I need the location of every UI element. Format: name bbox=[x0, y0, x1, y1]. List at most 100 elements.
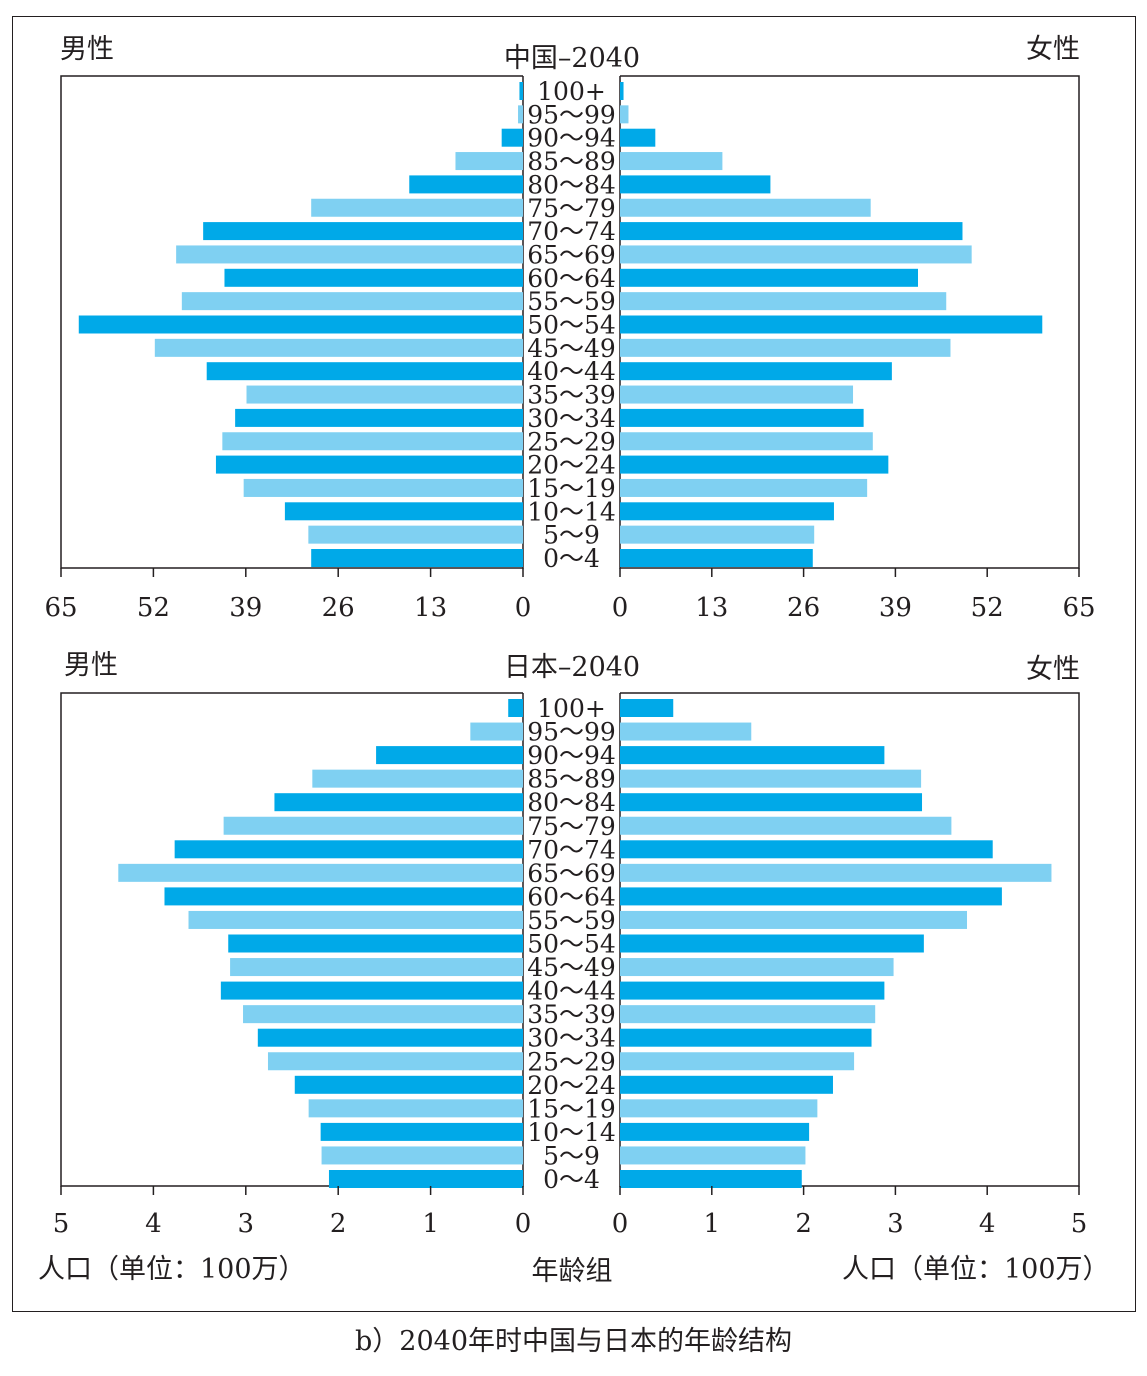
japan-female-bar bbox=[620, 816, 952, 835]
china-age-group-label: 50～54 bbox=[527, 311, 616, 340]
japan-male-bar bbox=[328, 1170, 523, 1188]
china-age-group-label: 45～49 bbox=[527, 334, 616, 363]
japan-female-tick-label: 2 bbox=[795, 1209, 812, 1239]
japan-female-bar bbox=[620, 958, 894, 977]
japan-male-bar bbox=[118, 863, 524, 882]
japan-male-bar bbox=[228, 934, 523, 953]
china-female-bar bbox=[620, 315, 1043, 334]
china-male-bar bbox=[78, 315, 524, 334]
china-age-group-label: 25～29 bbox=[527, 427, 616, 456]
japan-male-tick-label: 0 bbox=[515, 1209, 532, 1239]
japan-male-bar bbox=[174, 840, 524, 859]
china-age-group-label: 60～64 bbox=[527, 264, 616, 293]
china-age-group-label: 0～4 bbox=[543, 544, 600, 573]
japan-male-bar bbox=[320, 1122, 523, 1141]
japan-male-bar bbox=[230, 958, 524, 977]
figure-caption: b）2040年时中国与日本的年龄结构 bbox=[355, 1326, 792, 1357]
japan-female-tick-label: 0 bbox=[612, 1209, 629, 1239]
japan-male-bar bbox=[164, 887, 523, 906]
japan-male-bar bbox=[294, 1075, 523, 1094]
japan-female-bar bbox=[620, 840, 993, 859]
china-male-bar bbox=[246, 385, 523, 404]
japan-female-bar bbox=[620, 934, 924, 953]
japan-male-tick-label: 2 bbox=[330, 1209, 347, 1239]
china-age-group-label: 10～14 bbox=[527, 497, 616, 526]
china-female-bar bbox=[620, 432, 873, 451]
china-male-bar bbox=[518, 105, 523, 124]
china-female-bar bbox=[620, 385, 854, 404]
japan-male-bar bbox=[308, 1099, 523, 1118]
china-male-bar bbox=[154, 338, 523, 357]
china-male-bar bbox=[215, 455, 523, 474]
china-female-bar bbox=[620, 525, 815, 544]
china-female-bar bbox=[620, 222, 963, 241]
china-male-tick-label: 65 bbox=[44, 593, 77, 623]
japan-male-bar bbox=[220, 981, 524, 1000]
japan-female-bar bbox=[620, 769, 922, 788]
china-female-tick-label: 52 bbox=[971, 593, 1004, 623]
japan-age-group-label: 85～89 bbox=[527, 765, 616, 794]
japan-female-bar bbox=[620, 1075, 833, 1094]
china-female-bar bbox=[620, 478, 868, 497]
china-age-group-label: 65～69 bbox=[527, 240, 616, 269]
japan-male-tick-label: 4 bbox=[145, 1209, 162, 1239]
japan-female-tick-label: 3 bbox=[887, 1209, 904, 1239]
japan-female-tick-label: 5 bbox=[1071, 1209, 1088, 1239]
right-unit-label: 人口（单位：100万） bbox=[842, 1254, 1110, 1285]
china-male-bar bbox=[203, 222, 523, 241]
china-male-bar bbox=[311, 549, 523, 567]
japan-female-bar bbox=[620, 981, 885, 1000]
japan-male-tick-label: 1 bbox=[422, 1209, 439, 1239]
china-female-bar bbox=[620, 455, 889, 474]
china-female-bar bbox=[620, 128, 656, 147]
china-male-bar bbox=[311, 198, 523, 217]
china-female-tick-label: 39 bbox=[879, 593, 912, 623]
japan-male-bar bbox=[188, 910, 523, 929]
china-age-group-label: 35～39 bbox=[527, 381, 616, 410]
china-male-bar bbox=[206, 362, 523, 381]
china-female-bar bbox=[620, 268, 918, 287]
japan-age-group-label: 5～9 bbox=[543, 1141, 600, 1170]
japan-female-tick-label: 1 bbox=[704, 1209, 721, 1239]
china-age-group-label: 80～84 bbox=[527, 170, 616, 199]
japan-age-group-label: 45～49 bbox=[527, 953, 616, 982]
china-age-group-label: 40～44 bbox=[527, 357, 616, 386]
japan-age-group-label: 80～84 bbox=[527, 788, 616, 817]
age-axis-label: 年龄组 bbox=[531, 1256, 613, 1287]
china-age-group-label: 55～59 bbox=[527, 287, 616, 316]
japan-male-bar bbox=[257, 1028, 523, 1047]
japan-male-tick-label: 3 bbox=[238, 1209, 255, 1239]
japan-age-group-label: 30～34 bbox=[527, 1024, 616, 1053]
china-female-tick-label: 13 bbox=[695, 593, 728, 623]
china-female-bar bbox=[620, 105, 629, 124]
china-age-group-label: 100+ bbox=[537, 77, 606, 106]
china-age-group-label: 75～79 bbox=[527, 194, 616, 223]
figure-frame bbox=[12, 16, 1136, 1312]
china-male-bar bbox=[455, 152, 523, 171]
japan-female-bar bbox=[620, 863, 1052, 882]
china-male-tick-label: 0 bbox=[515, 593, 532, 623]
china-male-bar bbox=[308, 525, 523, 544]
japan-age-group-label: 100+ bbox=[537, 694, 606, 723]
china-age-group-label: 70～74 bbox=[527, 217, 616, 246]
japan-age-group-label: 95～99 bbox=[527, 718, 616, 747]
japan-male-bar bbox=[223, 816, 523, 835]
japan-male-bar bbox=[470, 722, 523, 741]
japan-age-group-label: 90～94 bbox=[527, 741, 616, 770]
japan-age-group-label: 40～44 bbox=[527, 977, 616, 1006]
japan-female-bar bbox=[620, 1122, 810, 1141]
china-male-bar bbox=[501, 128, 523, 147]
china-male-bar bbox=[181, 292, 524, 311]
china-female-bar bbox=[620, 82, 624, 100]
japan-age-group-label: 20～24 bbox=[527, 1071, 616, 1100]
china-age-group-label: 30～34 bbox=[527, 404, 616, 433]
china-female-bar bbox=[620, 549, 813, 567]
japan-male-bar bbox=[274, 793, 523, 812]
japan-female-bar bbox=[620, 746, 885, 765]
china-female-tick-label: 26 bbox=[787, 593, 820, 623]
china-age-group-label: 90～94 bbox=[527, 124, 616, 153]
japan-female-bar bbox=[620, 1028, 872, 1047]
japan-male-bar bbox=[321, 1146, 523, 1165]
japan-female-label: 女性 bbox=[1026, 654, 1080, 685]
china-female-bar bbox=[620, 338, 951, 357]
